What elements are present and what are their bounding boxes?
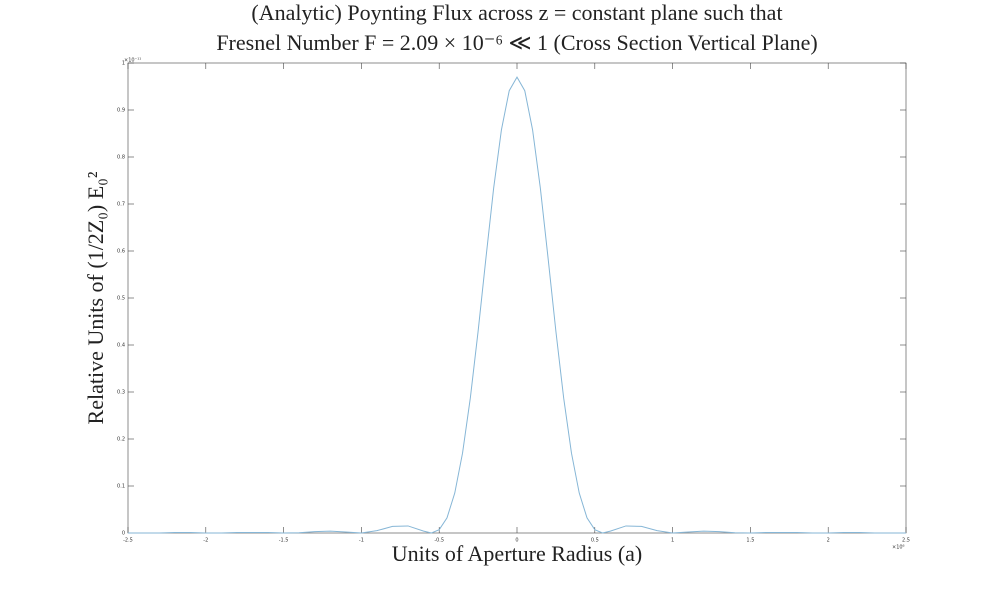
chart-title: Fresnel Number F = 2.09 × 10⁻⁶ ≪ 1 (Cros…: [216, 30, 817, 55]
y-tick-label: 0.5: [117, 296, 125, 302]
x-tick-label: 0.5: [591, 538, 599, 544]
y-tick-label: 0.2: [117, 437, 125, 443]
y-tick-label: 0.4: [117, 343, 125, 349]
x-tick-label: -2: [203, 538, 208, 544]
x-tick-label: 2.5: [902, 538, 910, 544]
y-tick-label: 0.7: [117, 202, 125, 208]
x-tick-label: 1.5: [746, 538, 754, 544]
x-tick-label: -1: [359, 538, 364, 544]
x-axis-label: Units of Aperture Radius (a): [392, 541, 643, 566]
y-tick-label: 0.3: [117, 390, 125, 396]
x-exponent: ×10⁶: [892, 545, 905, 551]
y-tick-label: 0.9: [117, 108, 125, 114]
y-tick-label: 0: [122, 531, 125, 537]
x-tick-label: 1: [671, 538, 674, 544]
x-tick-label: -1.5: [279, 538, 289, 544]
y-exponent: ×10⁻¹¹: [124, 58, 141, 64]
x-tick-label: 0: [515, 538, 518, 544]
y-tick-label: 1: [122, 61, 125, 67]
x-tick-label: 2: [827, 538, 830, 544]
y-tick-label: 0.6: [117, 249, 125, 255]
y-tick-label: 0.8: [117, 155, 125, 161]
y-tick-label: 0.1: [117, 484, 125, 490]
plot-frame: [127, 62, 907, 534]
x-tick-label: -2.5: [123, 538, 133, 544]
data-line: [128, 76, 906, 534]
y-axis-label: Relative Units of (1/2Z₀) E₀²: [83, 171, 108, 424]
x-tick-label: -0.5: [434, 538, 444, 544]
chart-title: (Analytic) Poynting Flux across z = cons…: [251, 0, 782, 25]
